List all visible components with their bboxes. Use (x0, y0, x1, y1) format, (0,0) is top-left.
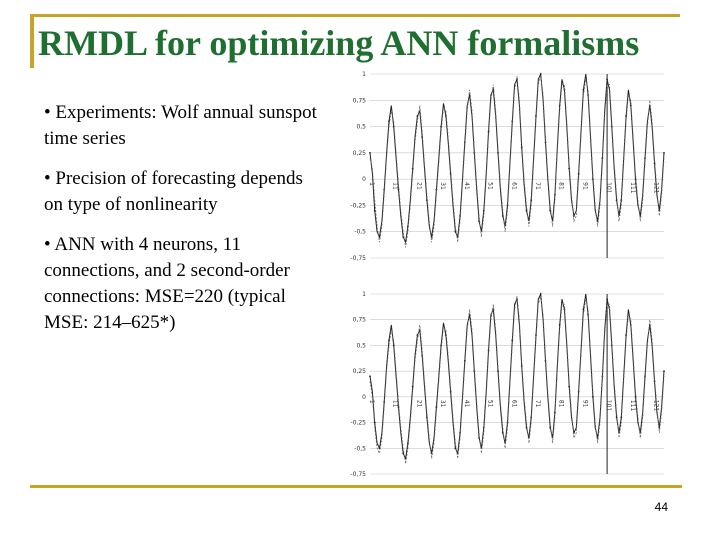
x-tick-label: 91 (581, 182, 588, 190)
data-point (625, 115, 627, 117)
y-tick-label: 0,25 (353, 368, 367, 375)
data-point (487, 130, 490, 133)
y-tick-label: -0,75 (350, 255, 366, 262)
x-tick-label: 31 (439, 182, 446, 190)
bullet-dot-icon: • (44, 102, 51, 123)
data-point (591, 395, 594, 398)
y-tick-label: 0 (362, 176, 366, 183)
y-tick-label: -0,25 (350, 202, 366, 209)
y-tick-label: 0,75 (353, 97, 367, 104)
data-point (539, 73, 542, 75)
x-tick-label: 51 (487, 182, 494, 190)
x-tick-label: 81 (558, 182, 565, 190)
x-tick-label: 111 (629, 182, 636, 194)
y-tick-label: -0,25 (350, 420, 366, 427)
data-point (530, 199, 533, 202)
data-point (454, 447, 457, 450)
y-tick-label: -0,5 (354, 229, 366, 236)
forecast-chart-bottom: 1 0,75 0,5 0,25 0 -0,25 -0,5 -0,75 1 11 21 31 41 51 61… (340, 286, 670, 482)
x-tick-label: 111 (629, 400, 636, 412)
series-line-forecast (369, 75, 665, 248)
y-tick-label: 0,25 (353, 150, 367, 157)
y-tick-label: 1 (362, 291, 366, 298)
series-line-actual (369, 72, 665, 244)
data-point (378, 236, 381, 238)
x-tick-label: 71 (534, 400, 541, 408)
title-accent-left-rule (30, 14, 34, 68)
bullet-dot-icon: • (44, 234, 51, 255)
data-point (497, 370, 499, 373)
y-tick-label: 0 (362, 394, 366, 401)
data-point (539, 293, 542, 295)
data-point (463, 359, 466, 362)
bullet-item: • Precision of forecasting depends on ty… (44, 166, 319, 218)
bullet-item: • Experiments: Wolf annual sunspot time … (44, 100, 319, 152)
data-point (577, 172, 580, 175)
data-point (373, 421, 376, 424)
y-tick-label: 0,5 (356, 124, 366, 131)
x-tick-label: 1 (368, 182, 375, 186)
x-tick-label: 81 (558, 400, 565, 408)
data-point (392, 344, 395, 347)
data-point (606, 78, 608, 81)
y-tick-label: -0,5 (354, 445, 366, 452)
x-tick-label: 61 (510, 400, 517, 408)
data-point (373, 209, 376, 212)
x-tick-label: 91 (581, 400, 588, 408)
x-tick-label: 11 (392, 182, 399, 190)
data-point (369, 151, 371, 154)
data-point (663, 151, 665, 154)
bullet-text: Experiments: Wolf annual sunspot time se… (44, 102, 317, 149)
x-tick-label: 11 (392, 400, 399, 408)
data-point (582, 308, 585, 311)
bullet-text: ANN with 4 neurons, 11 connections, and … (44, 234, 290, 333)
title-accent-rule (30, 14, 680, 17)
x-tick-label: 21 (415, 182, 422, 190)
data-point (663, 370, 665, 373)
bullet-dot-icon: • (44, 168, 51, 189)
data-point (582, 88, 585, 91)
y-tick-label: 1 (362, 71, 366, 78)
slide-title: RMDL for optimizing ANN formalisms (38, 23, 640, 63)
bullet-item: • ANN with 4 neurons, 11 connections, an… (44, 232, 319, 336)
y-tick-label: -0,75 (350, 471, 366, 478)
forecast-chart-top: 1 0,75 0,5 0,25 0 -0,25 -0,5 -0,75 1 11 21 31 41 51 61… (340, 66, 670, 266)
forecast-chart-bottom-svg: 10,750,50,250-0,25-0,5-0,751 11 21 31 41 51 61… (350, 291, 665, 478)
bullet-text: Precision of forecasting depends on type… (44, 168, 303, 215)
data-point (402, 452, 405, 455)
data-point (606, 298, 608, 301)
x-tick-label: 21 (415, 400, 422, 408)
x-tick-label: 61 (510, 182, 517, 190)
y-tick-label: 0,5 (356, 342, 366, 349)
x-tick-label: 41 (463, 400, 470, 408)
x-tick-label: 51 (487, 400, 494, 408)
data-point (388, 120, 390, 123)
data-point (430, 236, 433, 238)
data-point (535, 115, 537, 117)
series-line-forecast (369, 295, 665, 464)
x-tick-label: 101 (605, 182, 612, 194)
x-tick-label: 71 (534, 182, 541, 190)
footer-rule (30, 485, 682, 488)
data-point (492, 88, 495, 91)
data-point (511, 339, 514, 342)
data-point (435, 406, 438, 409)
data-point (653, 162, 656, 165)
x-tick-label: 31 (439, 400, 446, 408)
data-point (620, 416, 623, 419)
x-tick-label: 1 (368, 400, 375, 404)
forecast-chart-top-svg: 10,750,50,250-0,25-0,5-0,751 11 21 31 41 51 61… (350, 71, 665, 262)
series-line-actual (369, 292, 665, 461)
y-tick-label: 0,75 (353, 317, 367, 324)
data-point (369, 375, 371, 378)
x-tick-label: 41 (463, 182, 470, 190)
page-number: 44 (654, 500, 668, 514)
bullet-list: • Experiments: Wolf annual sunspot time … (44, 100, 319, 350)
x-tick-label: 101 (605, 400, 612, 412)
